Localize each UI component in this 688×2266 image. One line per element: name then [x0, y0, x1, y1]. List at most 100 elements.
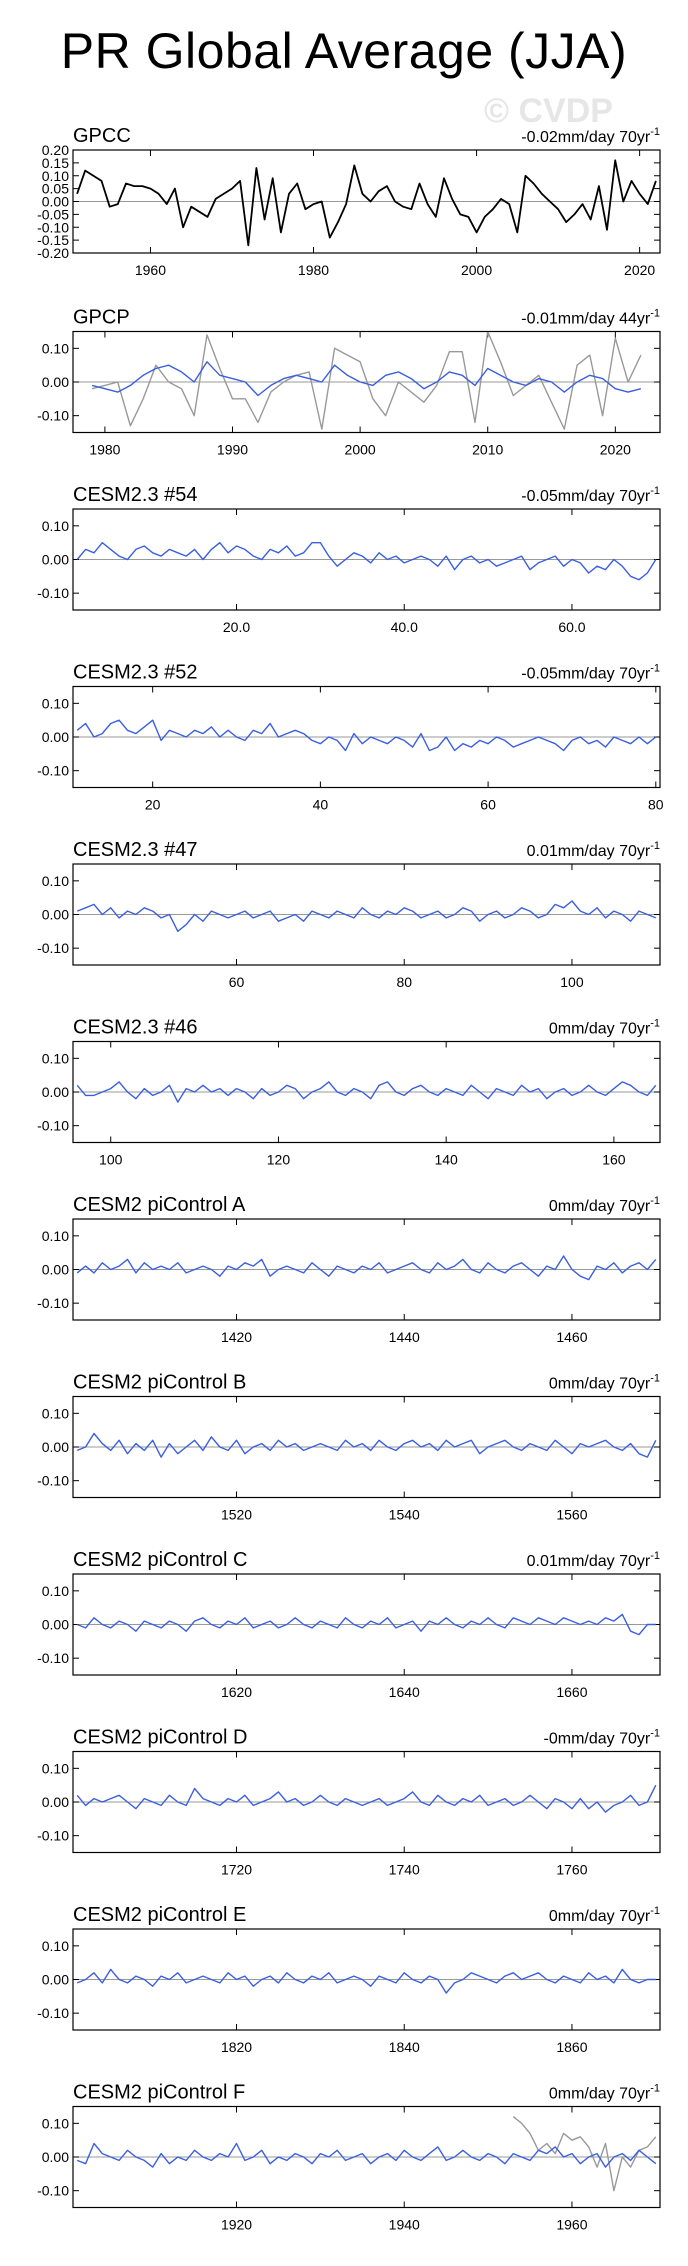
y-tick-label: 0.10	[42, 1583, 69, 1599]
series-line	[76, 1613, 656, 1636]
trend-label: 0mm/day 70yr-1	[549, 1373, 660, 1393]
x-tick-label: 1720	[221, 1862, 252, 1878]
panel-label: CESM2 piControl B	[73, 1372, 246, 1394]
y-tick-label: 0.00	[42, 552, 69, 568]
x-tick-label: 2020	[600, 442, 631, 458]
plot-frame	[72, 1395, 661, 1499]
x-tick-label: 1560	[556, 1507, 587, 1523]
x-tick-label: 1460	[556, 1329, 587, 1345]
series-line	[76, 719, 657, 752]
y-tick-label: 0.10	[42, 1228, 69, 1244]
y-tick-label: 0.10	[42, 1050, 69, 1066]
y-tick-label: 0.10	[42, 1938, 69, 1954]
watermark: © CVDP	[484, 92, 613, 130]
trend-exponent: -1	[650, 1728, 660, 1740]
y-tick-label: 0.00	[42, 1794, 69, 1810]
panel-9: CESM2 piControl C 0.01mm/day 70yr-1 -0.10 0…	[37, 1549, 661, 1700]
y-tick-label: -0.10	[37, 1828, 69, 1844]
series-line	[76, 1255, 657, 1281]
y-tick-label: 0.05	[42, 181, 69, 197]
x-tick-label: 140	[434, 1152, 458, 1168]
y-tick-label: -0.05	[37, 206, 69, 222]
trend-label: -0.05mm/day 70yr-1	[521, 485, 660, 505]
trend-exponent: -1	[650, 126, 660, 138]
trend-label: 0.01mm/day 70yr-1	[527, 1550, 660, 1570]
series-line	[76, 159, 657, 247]
trend-value: -0mm/day 70yr	[544, 1731, 651, 1748]
y-tick-label: -0.10	[37, 408, 69, 424]
y-tick-label: 0.00	[42, 194, 69, 210]
trend-value: 0mm/day 70yr	[549, 1908, 651, 1925]
y-tick-label: 0.10	[42, 2115, 69, 2131]
panel-label: CESM2.3 #54	[73, 484, 198, 506]
x-tick-label: 60	[229, 974, 245, 990]
trend-exponent: -1	[650, 1195, 660, 1207]
trend-label: -0.01mm/day 44yr-1	[521, 308, 660, 328]
y-tick-label: 0.10	[42, 518, 69, 534]
y-tick-label: 0.20	[42, 142, 69, 158]
plot-frame	[72, 685, 661, 789]
trend-exponent: -1	[650, 840, 660, 852]
trend-label: -0.05mm/day 70yr-1	[521, 663, 660, 683]
x-tick-label: 80	[396, 974, 412, 990]
panel-12: CESM2 piControl F 0mm/day 70yr-1 -0.10 0.00…	[37, 2082, 661, 2233]
y-tick-label: 0.10	[42, 340, 69, 356]
x-tick-label: 1820	[221, 2039, 252, 2055]
series-line	[91, 330, 642, 430]
plot-frame	[72, 863, 661, 966]
x-tick-label: 2000	[461, 262, 492, 278]
y-tick-label: -0.10	[37, 1295, 69, 1311]
trend-exponent: -1	[650, 663, 660, 675]
x-tick-label: 1660	[556, 1684, 587, 1700]
series-line	[76, 1968, 656, 1994]
plot-frame	[72, 330, 661, 434]
x-tick-label: 1740	[389, 1862, 420, 1878]
panel-10: CESM2 piControl D -0mm/day 70yr-1 -0.10 0.0…	[37, 1727, 661, 1878]
trend-label: 0mm/day 70yr-1	[549, 1905, 660, 1925]
y-tick-label: -0.10	[37, 940, 69, 956]
trend-exponent: -1	[650, 2083, 660, 2095]
plot-frame	[72, 1218, 661, 1321]
series-line	[76, 900, 657, 932]
y-tick-label: 0.00	[42, 1439, 69, 1455]
x-tick-label: 2010	[472, 442, 503, 458]
page-title: PR Global Average (JJA)	[60, 23, 628, 79]
x-tick-label: 40	[313, 797, 329, 813]
x-tick-label: 1980	[89, 442, 120, 458]
series-line	[76, 1081, 657, 1103]
y-tick-label: 0.00	[42, 1617, 69, 1633]
x-tick-label: 120	[267, 1152, 291, 1168]
y-tick-label: -0.10	[37, 763, 69, 779]
panel-label: CESM2 piControl A	[73, 1194, 246, 1216]
panel-label: CESM2 piControl F	[73, 2082, 245, 2104]
x-tick-label: 2020	[624, 262, 655, 278]
trend-label: -0mm/day 70yr-1	[544, 1728, 660, 1748]
panel-5: CESM2.3 #47 0.01mm/day 70yr-1 -0.10 0.00 0.1…	[37, 839, 661, 990]
y-tick-label: -0.10	[37, 219, 69, 235]
panel-4: CESM2.3 #52 -0.05mm/day 70yr-1 -0.10 0.00 0.…	[37, 662, 664, 813]
trend-exponent: -1	[650, 1550, 660, 1562]
x-tick-label: 20.0	[223, 619, 250, 635]
trend-label: 0mm/day 70yr-1	[549, 1195, 660, 1215]
x-tick-label: 2000	[345, 442, 376, 458]
y-tick-label: 0.10	[42, 873, 69, 889]
trend-exponent: -1	[650, 308, 660, 320]
trend-exponent: -1	[650, 1373, 660, 1385]
x-tick-label: 1620	[221, 1684, 252, 1700]
series-line	[76, 1432, 657, 1458]
trend-value: -0.05mm/day 70yr	[521, 488, 651, 505]
x-tick-label: 60	[480, 797, 496, 813]
panel-label: CESM2 piControl D	[73, 1727, 248, 1749]
y-tick-label: 0.10	[42, 168, 69, 184]
panel-label: CESM2.3 #46	[73, 1017, 198, 1039]
x-tick-label: 160	[602, 1152, 626, 1168]
x-tick-label: 1990	[217, 442, 248, 458]
series-line	[76, 2142, 657, 2168]
x-tick-label: 1420	[221, 1329, 252, 1345]
x-tick-label: 1520	[221, 1507, 252, 1523]
panel-label: GPCP	[73, 307, 130, 329]
trend-label: 0mm/day 70yr-1	[549, 2083, 660, 2103]
x-tick-label: 1940	[389, 2217, 420, 2233]
panel-11: CESM2 piControl E 0mm/day 70yr-1 -0.10 0.00…	[37, 1904, 661, 2055]
